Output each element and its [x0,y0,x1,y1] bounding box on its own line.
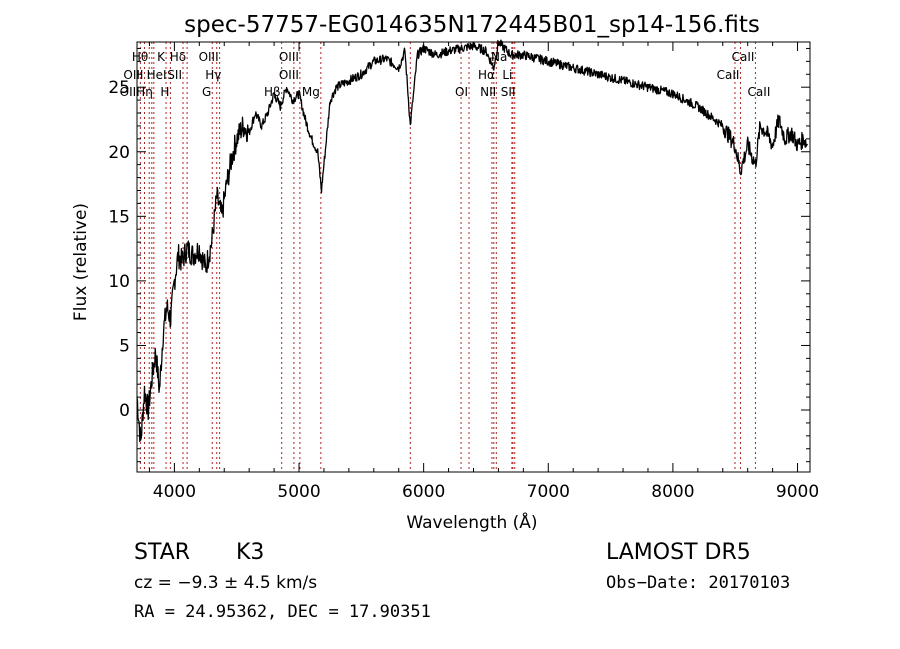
line-label-12: CaII [717,68,740,82]
x-tick-label-2: 6000 [402,482,445,502]
line-label-9: SII [167,68,182,82]
line-label-7: OIII [123,68,143,82]
line-label-6: CaII [732,50,755,64]
x-axis-label: Wavelength (Å) [406,511,537,533]
line-label-20: SII [501,85,516,99]
observation-date: Obs−Date: 20170103 [606,573,791,593]
line-label-19: NII [480,85,496,99]
sky-coordinates: RA = 24.95362, DEC = 17.90351 [134,602,431,622]
y-axis: 0 5 10 15 20 25 [108,47,810,463]
x-tick-label-5: 9000 [776,482,819,502]
x-axis: 4000 5000 6000 7000 8000 9000 [148,42,819,502]
x-tick-label-3: 7000 [527,482,570,502]
y-tick-label-2: 10 [108,272,130,292]
x-tick-label-0: 4000 [153,482,196,502]
y-tick-label-1: 5 [119,336,130,356]
y-tick-label-0: 0 [119,401,130,421]
y-tick-label-4: 20 [108,143,130,163]
object-subclass: K3 [236,540,265,565]
y-axis-label: Flux (relative) [71,203,91,321]
spectrum-line [136,39,809,442]
plot-frame [136,41,811,473]
radial-velocity: cz = −9.3 ± 4.5 km/s [134,573,318,593]
spectrum-plot-svg: spec-57757-EG014635N172445B01_sp14-156.f… [71,12,819,533]
line-label-17: Mg [302,85,320,99]
x-tick-label-1: 5000 [277,482,320,502]
line-label-3: OIII [199,50,219,64]
line-label-14: H [160,85,169,99]
line-label-1: K [157,50,166,64]
line-label-21: CaII [748,85,771,99]
spectrum-chart: spec-57757-EG014635N172445B01_sp14-156.f… [71,12,819,533]
survey-release: LAMOST DR5 [606,540,751,565]
object-class: STAR [134,540,191,565]
line-label-22: Hα [478,68,495,82]
line-label-0: Hθ [132,50,148,64]
line-label-16: Hβ [264,85,281,99]
line-label-15: G [202,85,211,99]
line-label-4: OIII [279,50,299,64]
line-label-2: Hδ [170,50,186,64]
line-label-23: Li [502,68,512,82]
chart-title: spec-57757-EG014635N172445B01_sp14-156.f… [184,12,760,38]
line-label-10: Hγ [205,68,221,82]
line-label-18: OI [455,85,468,99]
line-label-13: OIIHη [120,85,153,99]
line-label-11: OIII [279,68,299,82]
y-tick-label-3: 15 [108,207,130,227]
spectral-line-markers [139,42,756,472]
x-tick-label-4: 8000 [651,482,694,502]
line-label-8: HeI [147,68,167,82]
y-tick-label-5: 25 [108,78,130,98]
